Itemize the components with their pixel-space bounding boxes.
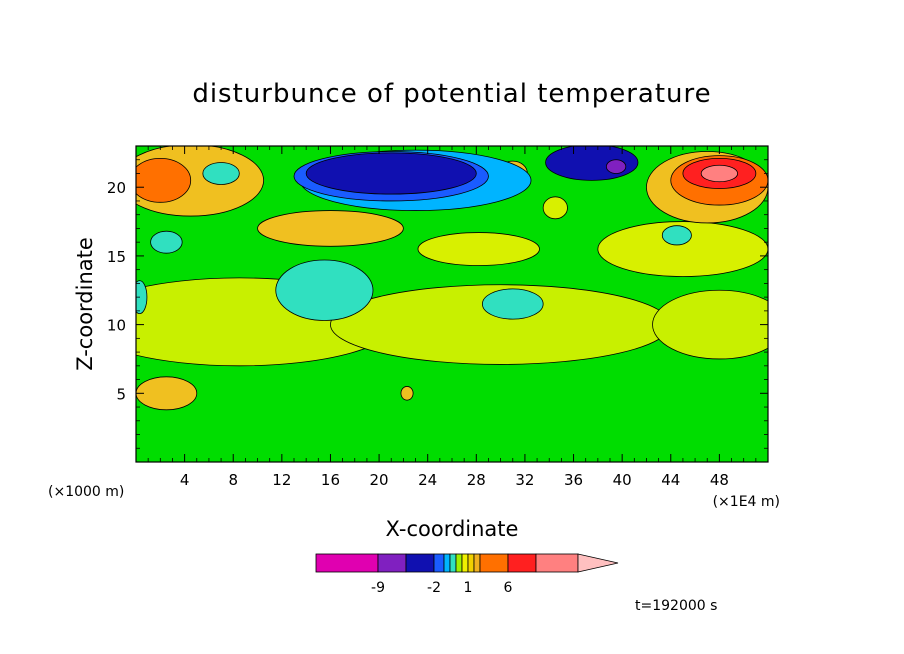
contour-region bbox=[136, 280, 148, 315]
chart-title: disturbunce of potential temperature bbox=[192, 79, 711, 109]
contour-region bbox=[481, 288, 544, 320]
x-unit-right: (×1E4 m) bbox=[713, 494, 780, 510]
x-tick-label: 12 bbox=[272, 471, 291, 489]
legend-swatch bbox=[467, 553, 475, 573]
legend-label: 1 bbox=[464, 580, 473, 596]
legend-swatch bbox=[443, 553, 451, 573]
x-tick-label: 24 bbox=[418, 471, 437, 489]
y-tick-label: 15 bbox=[107, 248, 126, 266]
legend-swatch bbox=[315, 553, 379, 573]
contour-region bbox=[275, 259, 374, 321]
x-unit-left: (×1000 m) bbox=[48, 484, 124, 500]
y-tick-label: 20 bbox=[107, 179, 126, 197]
legend-swatch bbox=[479, 553, 509, 573]
x-tick-label: 8 bbox=[228, 471, 238, 489]
contour-region bbox=[400, 386, 414, 401]
contour-region bbox=[417, 232, 540, 266]
x-tick-label: 40 bbox=[613, 471, 632, 489]
x-tick-label: 20 bbox=[370, 471, 389, 489]
x-tick-label: 32 bbox=[515, 471, 534, 489]
color-legend: -9 -2 1 6 bbox=[315, 553, 619, 596]
y-axis-label: Z-coordinate bbox=[73, 237, 97, 371]
contour-region bbox=[661, 225, 692, 246]
legend-swatch bbox=[405, 553, 435, 573]
legend-swatch bbox=[433, 553, 445, 573]
legend-swatch bbox=[461, 553, 469, 573]
time-label: t=192000 s bbox=[635, 598, 717, 614]
legend-arrow bbox=[577, 553, 619, 573]
contour-region bbox=[652, 289, 768, 360]
contour-region bbox=[597, 221, 768, 277]
contour-region bbox=[136, 157, 192, 203]
x-tick-label: 48 bbox=[710, 471, 729, 489]
legend-swatch bbox=[377, 553, 407, 573]
contour-region bbox=[305, 152, 477, 195]
x-tick-label: 44 bbox=[661, 471, 680, 489]
contour-region bbox=[202, 162, 240, 185]
legend-swatch bbox=[507, 553, 537, 573]
y-axis: 5 10 15 20 bbox=[107, 159, 768, 449]
x-axis-label: X-coordinate bbox=[386, 517, 519, 541]
contour-region bbox=[542, 196, 568, 220]
y-tick-label: 5 bbox=[116, 385, 126, 403]
contour-region bbox=[605, 159, 627, 174]
legend-swatch bbox=[449, 553, 457, 573]
contour-region bbox=[136, 376, 198, 411]
legend-swatch bbox=[455, 553, 463, 573]
contour-region bbox=[150, 230, 183, 254]
legend-swatch bbox=[535, 553, 579, 573]
legend-label: 6 bbox=[504, 580, 513, 596]
legend-label: -9 bbox=[371, 580, 385, 596]
contour-region bbox=[257, 210, 404, 247]
x-axis: 4 8 12 16 20 24 28 32 36 40 44 48 bbox=[147, 146, 757, 489]
contour-region bbox=[700, 164, 739, 183]
legend-swatch bbox=[473, 553, 481, 573]
y-tick-label: 10 bbox=[107, 317, 126, 335]
x-tick-label: 28 bbox=[467, 471, 486, 489]
x-tick-label: 4 bbox=[180, 471, 190, 489]
x-tick-label: 16 bbox=[321, 471, 340, 489]
legend-label: -2 bbox=[427, 580, 441, 596]
contour-fills bbox=[136, 146, 768, 411]
x-tick-label: 36 bbox=[564, 471, 583, 489]
